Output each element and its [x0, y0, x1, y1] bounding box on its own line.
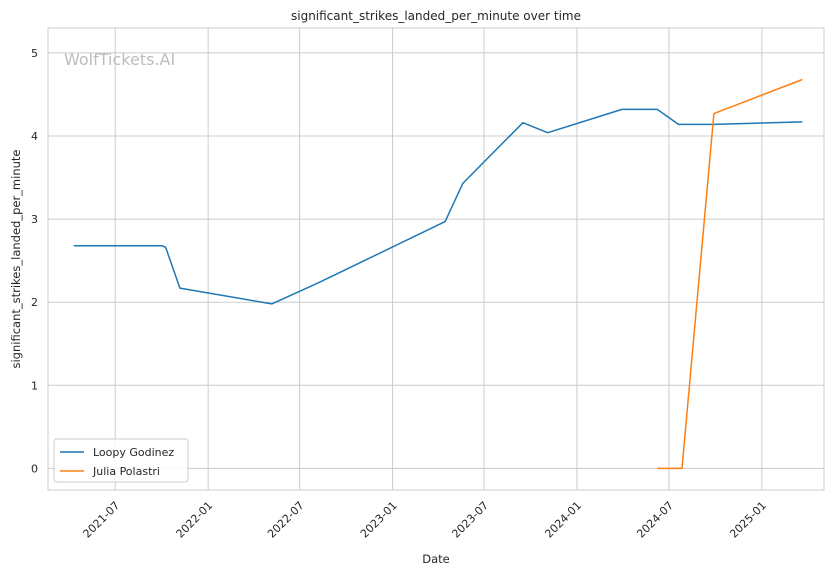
x-axis-title: Date — [422, 552, 450, 566]
chart-title: significant_strikes_landed_per_minute ov… — [291, 9, 581, 23]
legend-box — [53, 438, 189, 483]
legend: Loopy Godinez Julia Polastri — [53, 438, 189, 483]
y-gridlines — [48, 52, 824, 469]
legend-label-julia-polastri: Julia Polastri — [92, 465, 160, 478]
series-layer — [73, 78, 803, 470]
watermark: WolfTickets.AI — [64, 50, 175, 69]
plot-area-frame — [47, 27, 825, 491]
y-tick-label: 2 — [31, 296, 38, 309]
y-tick-label: 3 — [31, 213, 38, 226]
y-tick-label: 0 — [31, 462, 38, 475]
y-axis-title: significant_strikes_landed_per_minute — [9, 150, 23, 369]
x-gridlines — [114, 28, 763, 490]
y-tick-label: 5 — [31, 47, 38, 60]
y-tick-label: 4 — [31, 130, 38, 143]
series-line-julia-polastri — [657, 78, 803, 470]
series-line-loopy-godinez — [73, 108, 803, 305]
legend-label-loopy-godinez: Loopy Godinez — [93, 446, 174, 459]
y-tick-label: 1 — [31, 379, 38, 392]
y-tick-labels: 0 1 2 3 4 5 — [31, 47, 38, 475]
